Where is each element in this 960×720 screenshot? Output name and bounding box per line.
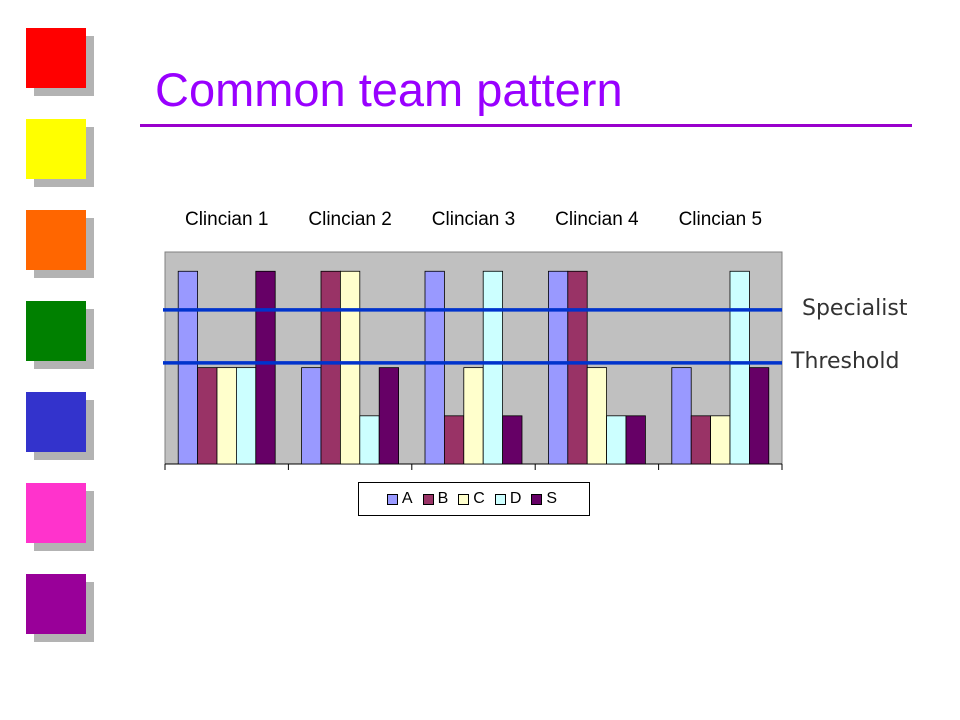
legend-label-b: B bbox=[437, 490, 449, 507]
legend-key-s bbox=[531, 493, 543, 505]
legend-item-d: D bbox=[494, 490, 526, 508]
bar-d bbox=[359, 415, 380, 465]
category-label: Clincian 2 bbox=[308, 209, 391, 230]
bar-b bbox=[443, 415, 465, 465]
square-face bbox=[26, 483, 86, 543]
square-face bbox=[26, 210, 86, 270]
legend-label-s: S bbox=[546, 490, 558, 507]
bar-b bbox=[320, 270, 341, 465]
square-face bbox=[26, 301, 86, 361]
legend-item-s: S bbox=[531, 490, 561, 508]
bar-a bbox=[671, 367, 692, 465]
title-underline bbox=[140, 124, 912, 127]
category-label: Clincian 1 bbox=[185, 209, 268, 230]
bar-d bbox=[482, 270, 504, 465]
pink-square bbox=[26, 483, 96, 553]
yellow-square bbox=[26, 119, 96, 189]
red-square bbox=[26, 28, 96, 98]
bar-a bbox=[177, 270, 198, 465]
bar-d bbox=[729, 270, 750, 465]
square-face bbox=[26, 574, 86, 634]
bar-c bbox=[586, 367, 608, 465]
bar-b bbox=[567, 270, 588, 465]
legend-label-d: D bbox=[509, 490, 522, 507]
category-label: Clincian 3 bbox=[432, 209, 515, 230]
slide-title: Common team pattern bbox=[155, 63, 623, 116]
bar-c bbox=[710, 415, 731, 465]
category-label: Clincian 5 bbox=[679, 209, 762, 230]
orange-square bbox=[26, 210, 96, 280]
legend-item-c: C bbox=[458, 490, 489, 508]
bar-d bbox=[235, 367, 257, 465]
specialist-label: Specialist bbox=[802, 295, 908, 321]
threshold-label: Threshold bbox=[791, 348, 900, 374]
bar-b bbox=[690, 415, 712, 465]
bar-s bbox=[378, 367, 400, 465]
bar-b bbox=[197, 367, 218, 465]
bar-s bbox=[502, 415, 523, 465]
legend-item-a: A bbox=[386, 490, 417, 508]
bar-s bbox=[255, 270, 276, 465]
bar-d bbox=[606, 415, 627, 465]
legend-label-c: C bbox=[473, 490, 485, 507]
category-label: Clincian 4 bbox=[555, 209, 639, 230]
chart-legend: A B C D S bbox=[358, 482, 590, 516]
bar-a bbox=[424, 270, 445, 465]
bar-a bbox=[548, 270, 569, 465]
legend-key-a bbox=[386, 493, 398, 505]
bar-c bbox=[339, 270, 361, 465]
square-face bbox=[26, 392, 86, 452]
legend-key-c bbox=[458, 493, 470, 505]
bar-c bbox=[463, 367, 484, 465]
bar-c bbox=[216, 367, 237, 465]
bar-a bbox=[301, 367, 322, 465]
bar-s bbox=[749, 367, 770, 465]
square-face bbox=[26, 28, 86, 88]
legend-item-b: B bbox=[422, 490, 453, 508]
bar-s bbox=[625, 415, 646, 465]
blue-square bbox=[26, 392, 96, 462]
legend-key-b bbox=[422, 493, 434, 505]
square-face bbox=[26, 119, 86, 179]
legend-key-d bbox=[494, 493, 506, 505]
legend-label-a: A bbox=[401, 490, 413, 507]
green-square bbox=[26, 301, 96, 371]
purple-square bbox=[26, 574, 96, 644]
